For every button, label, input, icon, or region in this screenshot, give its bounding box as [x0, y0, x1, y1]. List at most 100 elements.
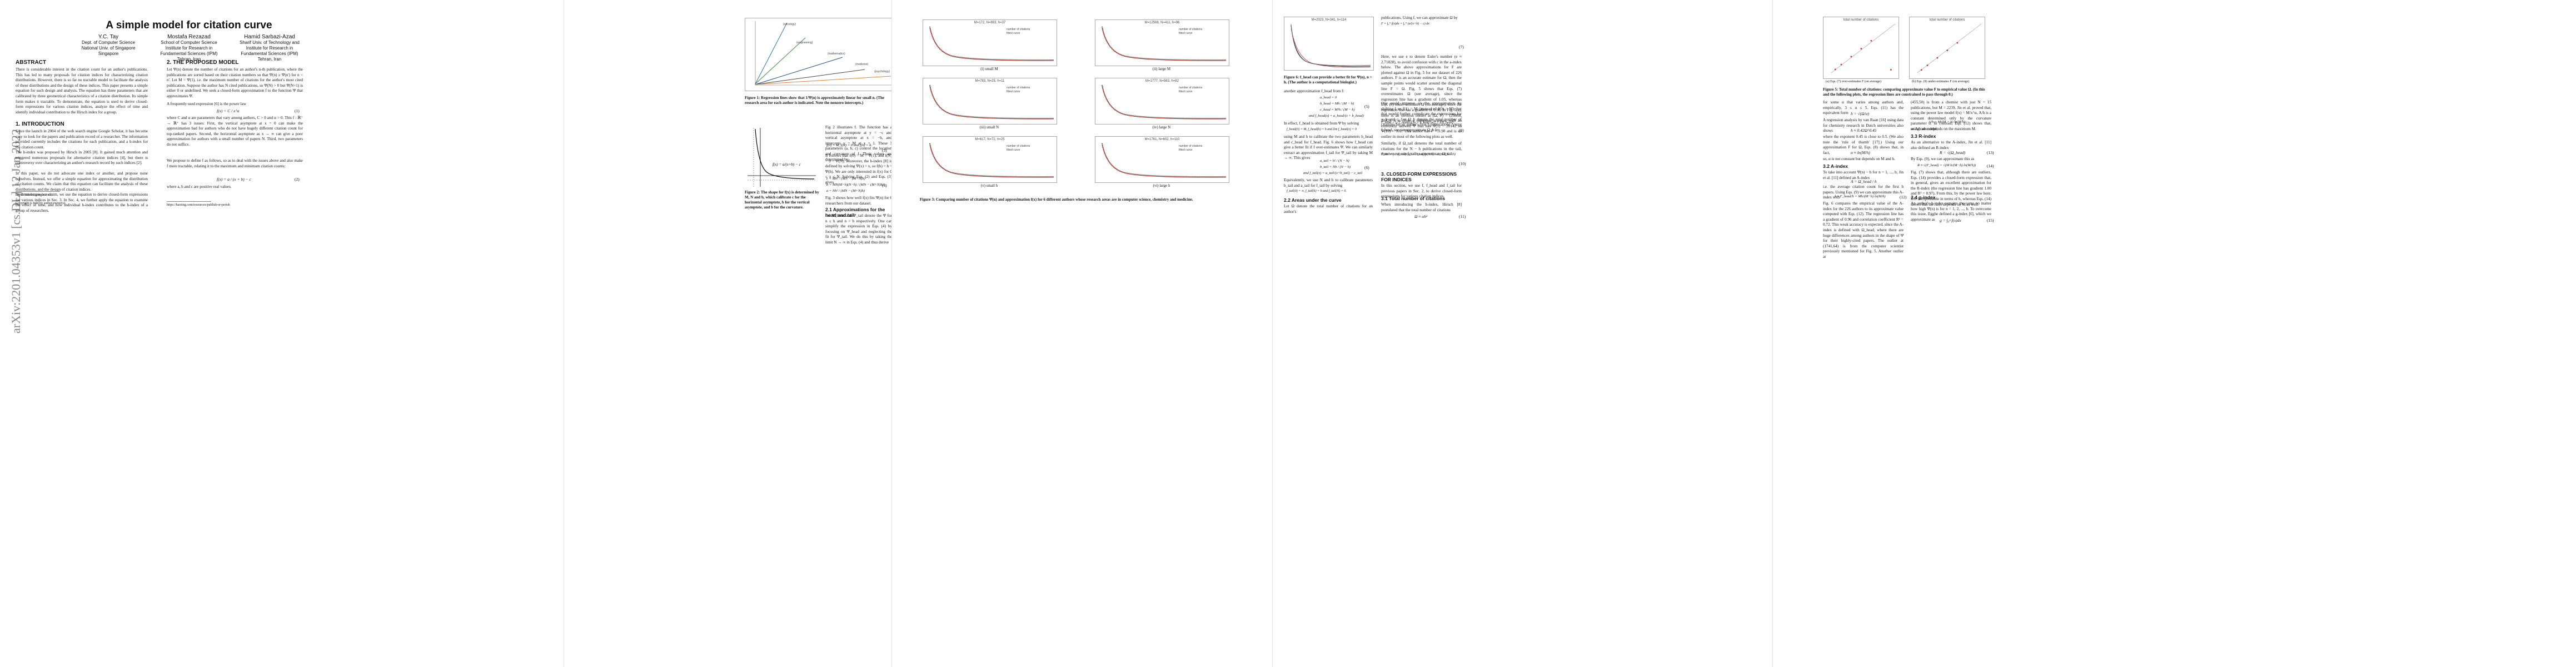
citation-points: [929, 143, 1054, 178]
legend-fitted: fitted curve: [1179, 32, 1193, 35]
section-2-1-heading: 2.1 Approximations for the head and tail: [825, 207, 885, 218]
intro-paragraph: In this paper, we do not advocate one in…: [16, 171, 148, 192]
equation-number: (3): [882, 148, 887, 153]
scatter-point: [1850, 56, 1852, 58]
page-4-paragraph: Equivalently, we use N and h to calibrat…: [1284, 178, 1373, 188]
page-5-paragraph: An author's h-index remains the same no …: [1911, 201, 1991, 222]
equation-4a: c = Mh² / (MN − (M+N)h): [826, 177, 865, 181]
citation-points: [1101, 84, 1227, 120]
figure-5-caption: Figure 5: Total number of citations: com…: [1823, 87, 1985, 97]
scatter-point: [1920, 69, 1922, 71]
legend-citations: number of citations: [1007, 145, 1030, 148]
footnote-rule: [167, 201, 211, 202]
curve-psi: [1291, 24, 1371, 67]
panel-label: (ii) large M: [1152, 67, 1171, 71]
regression-line: [1917, 23, 1982, 73]
citation-points: [929, 26, 1054, 61]
legend-fitted: fitted curve: [1179, 90, 1193, 93]
regression-line-medicine: [755, 69, 865, 85]
equation-15: α ≈ ln(M/h): [1851, 150, 1870, 155]
series-label: (psychology): [874, 70, 890, 73]
page-4: M=2023, N=341, h=114 Figure 6: f_head ca…: [1275, 0, 1773, 667]
section-2-paragraph: where a, b and c are positive real value…: [167, 185, 232, 189]
panel-label: (vi) large h: [1153, 183, 1170, 188]
section-2-paragraph: where C and α are parameters that vary a…: [167, 116, 303, 147]
equation-number: (10): [1459, 161, 1466, 166]
page-2-paragraph: Fig. 3 shows how well f(x) fits Ψ(n) for…: [825, 196, 892, 206]
equation-21: g = ∫₀ᵍ f(x)dx: [1940, 218, 1961, 223]
section-2-paragraph: A frequently used expression [6] is the …: [167, 102, 246, 106]
page-4-paragraph: One could improve on the approximation b…: [1381, 101, 1462, 132]
page-5-paragraph: To take into account Ψ(n) − h for n = 1,…: [1823, 170, 1904, 180]
legend-citations: number of citations: [1007, 86, 1030, 89]
page-5-paragraph: so, α is not constant but depends on M a…: [1823, 157, 1895, 161]
panel-title: M=12568, N=411, h=96: [1144, 21, 1180, 24]
fitted-curve: [929, 27, 1054, 61]
section-3-2-heading: 3.2 A-index: [1823, 163, 1848, 169]
equation-10: F_head = ∫₀ʰ f_head(x) dx = b_head ln(1 …: [1381, 121, 1453, 125]
fitted-curve: [1102, 27, 1227, 61]
page-2-paragraph: It follows that f(0) = M = Ψ(1), and f(N…: [825, 153, 892, 185]
equation-20: R ≈ √(F_head) = √(M h/(M−h) ln(M/h)): [1917, 163, 1976, 167]
figure-1-caption: Figure 1: Regression lines show that 1/Ψ…: [745, 96, 884, 105]
scatter-point: [1860, 48, 1862, 49]
regression-line-oncology: [755, 22, 788, 84]
section-2-paragraph: Let Ψ(n) denote the number of citations …: [167, 67, 303, 98]
panel-title: M=1761, N=602, h=110: [1144, 138, 1180, 141]
figure-3-caption: Figure 3: Comparing number of citations …: [920, 197, 1193, 202]
scatter-point: [1946, 49, 1949, 51]
equation-3: f(0) = M, f(N) = 0 and f(h) = h.: [826, 143, 872, 147]
citation-points: [929, 84, 1054, 120]
equation-7c: and f_tail(x) = a_tail/(x+b_tail) − c_ta…: [1303, 171, 1363, 175]
page-4-paragraph: In this section, we use f, f_head and f_…: [1381, 183, 1462, 199]
page-4-paragraph: Let Ω denote the total number of citatio…: [1284, 204, 1373, 214]
page-2: (oncology) (engineering) (mathematics) (…: [564, 0, 892, 667]
equation-5c: c_head = M²h / (M − h): [1320, 108, 1355, 112]
section-3-4-heading: 3.4 g-index: [1911, 195, 1936, 200]
equation-number: (13): [1987, 150, 1994, 155]
figure-6-svg: [1291, 23, 1371, 68]
panel-title: M=617, N=72, h=25: [975, 138, 1005, 141]
page-4-paragraph: publications. Using f, we can approximat…: [1381, 16, 1458, 20]
equation-6: f_head(0) = M, f_head(h) = h and lim f_h…: [1287, 128, 1357, 131]
page-4-paragraph: Similarly, if Ω_tail denotes the total n…: [1381, 141, 1462, 157]
curve-fhead: [1291, 23, 1371, 66]
page-4-paragraph: Here, we use e to denote Euler's number …: [1381, 54, 1462, 139]
equation-7b: b_tail = Nh / (N − h): [1320, 165, 1351, 169]
page-4-paragraph: In effect, f_head is obtained from Ψ by …: [1284, 121, 1359, 126]
page-3: M=172, N=883, h=37 number of citations fit…: [892, 0, 1270, 667]
page-1: arXiv:2201.04353v1 [cs.DL] 12 Jan 2022 A…: [0, 0, 328, 667]
equation-number: (6): [1364, 165, 1369, 170]
equation-8: f_tail(0) = ∞, f_tail(h) = h and f_tail(…: [1287, 190, 1347, 193]
equation-9: F = ∫₀ᴺ f(x)dx = ∫₀ᴺ (a/(x+b) − c) dx: [1381, 22, 1429, 26]
equation-number: (7): [1459, 44, 1464, 49]
abstract-text: There is considerable interest in the ci…: [16, 67, 148, 115]
equation-7a: a_tail = h² / (N − h): [1320, 159, 1349, 163]
page-5-paragraph: where the exponent 0.45 is close to 0.5.…: [1823, 135, 1904, 155]
page-4-paragraph: using M and h to calibrate the two param…: [1284, 135, 1373, 161]
scatter-point: [1956, 42, 1959, 44]
equation-17: R = √(Ω_head): [1940, 150, 1966, 155]
page-divider: [891, 0, 892, 667]
figure-5b-plot: total number of citations: [1909, 17, 1985, 79]
fitted-curve: [929, 144, 1054, 178]
figure-3-panel: M=1777, N=563, h=82 number of citations fi…: [1095, 78, 1229, 125]
page-5-paragraph: Fig. (7) shows that, although there are …: [1911, 170, 1991, 207]
regression-line-psychology: [755, 76, 891, 85]
equation-11: F_tail = ∫ₕᴺ f_tail(x)dx = b_tail ln(N/h…: [1381, 153, 1456, 156]
section-2-paragraph: We propose to define f as follows, so as…: [167, 158, 303, 168]
figure-6-caption: Figure 6: f_head can provide a better fi…: [1284, 75, 1372, 84]
figure-2-plot: f(x) = a/(x+b) − c: [745, 127, 817, 188]
curve-f: [755, 128, 815, 180]
page-5-paragraph: i.e. the average citation count for the …: [1823, 185, 1904, 200]
intro-paragraph: Since the launch in 2004 of the web sear…: [16, 129, 148, 150]
regression-line: [1831, 23, 1896, 73]
section-3-heading: 3. CLOSED-FORM EXPRESSIONS FOR INDICES: [1381, 171, 1457, 182]
page-divider: [1772, 0, 1773, 667]
equation-number: (12): [1900, 195, 1907, 200]
author-2: Mostafa Rezazad School of Computer Scien…: [160, 34, 218, 62]
equation-12: Ω ≈ αh²: [1414, 214, 1428, 219]
